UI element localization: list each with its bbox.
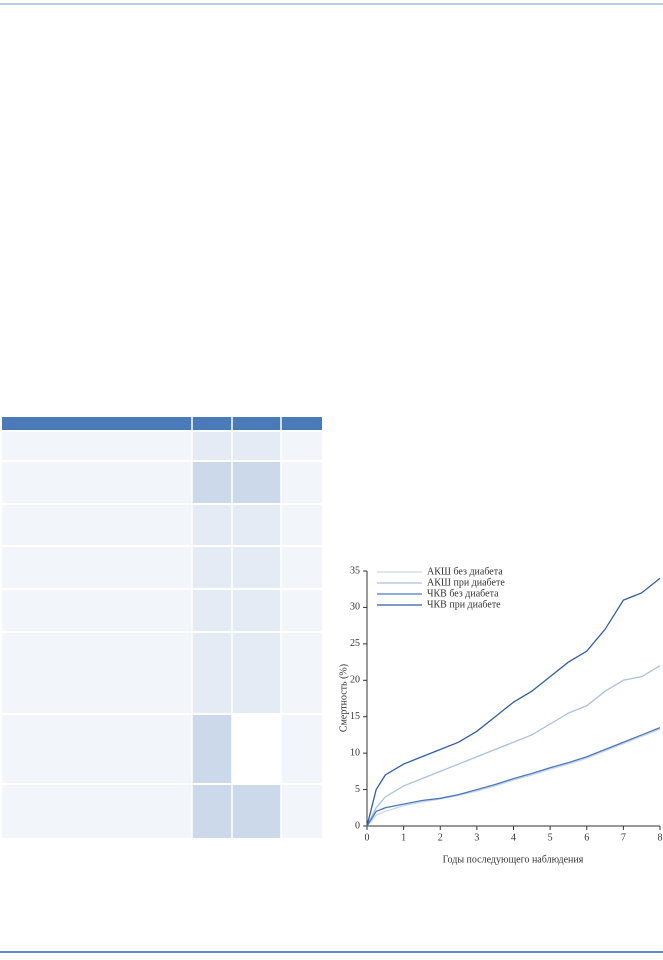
table-cell (2, 461, 192, 504)
table-cell (192, 504, 232, 546)
x-tick-label: 1 (401, 832, 406, 843)
y-tick-label: 0 (355, 820, 360, 831)
table-cell (192, 546, 232, 589)
y-tick-label: 5 (355, 784, 360, 795)
x-tick-label: 4 (511, 832, 516, 843)
legend-label: ЧКВ при диабете (427, 599, 501, 610)
y-tick-label: 35 (350, 565, 360, 576)
table-cell (2, 546, 192, 589)
table-cell (281, 714, 322, 784)
table-cell (232, 431, 281, 461)
x-axis-label: Годы последующего наблюдения (443, 854, 584, 865)
table-cell (232, 461, 281, 504)
table-cell (2, 431, 192, 461)
series-line (366, 728, 661, 827)
table-cell (2, 784, 192, 838)
table-cell (192, 784, 232, 838)
table-cell (192, 431, 232, 461)
series-line (366, 577, 661, 827)
y-axis-label: Смертность (%) (338, 664, 349, 732)
table-cell (232, 784, 281, 838)
table-header (2, 417, 322, 431)
table-cell (232, 589, 281, 632)
x-tick-label: 5 (548, 832, 553, 843)
table-cell (281, 589, 322, 632)
table-cell (281, 431, 322, 461)
x-tick-label: 2 (438, 832, 443, 843)
table-cell (281, 632, 322, 714)
table-cell (232, 504, 281, 546)
table-cell (232, 632, 281, 714)
table-cell (2, 632, 192, 714)
table-cell (281, 461, 322, 504)
table-cell (232, 714, 281, 784)
x-tick-label: 0 (365, 832, 370, 843)
table-cell (192, 461, 232, 504)
y-tick-label: 10 (350, 747, 360, 758)
table-cell (281, 504, 322, 546)
series-line (366, 727, 661, 827)
legend-label: АКШ без диабета (427, 566, 503, 577)
x-tick-label: 6 (584, 832, 589, 843)
chart: Смертность (%) Годы последующего наблюде… (338, 565, 662, 865)
table-cell (281, 784, 322, 838)
y-tick-label: 30 (350, 602, 360, 613)
x-tick-label: 8 (658, 832, 663, 843)
table-cell (2, 714, 192, 784)
table (2, 417, 322, 838)
table-cell (192, 714, 232, 784)
y-tick-label: 15 (350, 711, 360, 722)
series-line (366, 665, 661, 827)
table-cell (232, 546, 281, 589)
table-cell (192, 632, 232, 714)
table-cell (192, 589, 232, 632)
x-tick-label: 7 (621, 832, 626, 843)
x-tick-label: 3 (474, 832, 479, 843)
table-cell (2, 589, 192, 632)
table-cell (281, 546, 322, 589)
table-cell (2, 504, 192, 546)
legend-label: ЧКВ без диабета (427, 588, 499, 599)
y-tick-label: 20 (350, 675, 360, 686)
legend-label: АКШ при диабете (427, 577, 505, 588)
y-tick-label: 25 (350, 638, 360, 649)
